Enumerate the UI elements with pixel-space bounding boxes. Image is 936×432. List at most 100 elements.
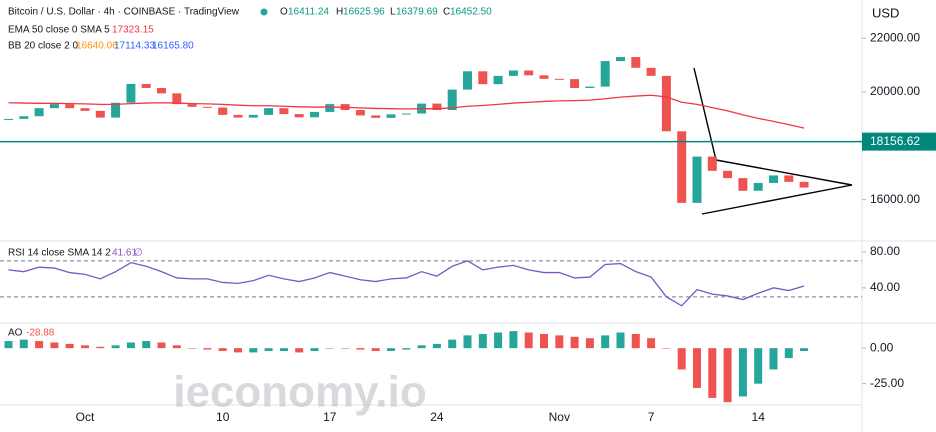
ao-bar — [295, 348, 304, 353]
ao-bar — [478, 333, 487, 349]
candle — [264, 108, 274, 115]
indicator-label: AO — [8, 328, 23, 339]
candle — [187, 104, 197, 107]
candle — [585, 86, 595, 88]
ao-bar — [524, 332, 533, 349]
ohlc-value: 16452.50 — [450, 7, 492, 18]
ohlc-label: L — [390, 7, 396, 18]
ao-bar — [784, 348, 793, 359]
x-tick-label: 10 — [216, 410, 230, 424]
ao-bar — [448, 339, 457, 349]
watermark: ieconomy.io — [173, 368, 426, 417]
candle — [539, 75, 549, 79]
x-tick-label: Nov — [549, 410, 570, 424]
ao-bar — [264, 348, 273, 351]
ao-bar — [494, 332, 503, 349]
candle — [447, 89, 457, 111]
ao-bar — [708, 348, 717, 398]
candle — [325, 104, 335, 112]
ohlc-value: 16625.96 — [343, 7, 385, 18]
ao-bar — [65, 343, 74, 349]
candle — [49, 104, 59, 109]
ao-bar — [800, 348, 809, 351]
ohlc-label: C — [443, 7, 450, 18]
ao-bar — [601, 335, 610, 349]
ao-bar — [234, 348, 242, 353]
ao-bar — [463, 335, 472, 349]
candle — [784, 175, 794, 182]
candle — [294, 114, 304, 118]
ao-bar — [35, 341, 44, 349]
indicator-value: -28.88 — [26, 328, 55, 339]
ao-bar — [402, 348, 411, 350]
candle — [355, 110, 365, 116]
ao-bar — [279, 348, 288, 351]
ao-bar — [387, 348, 395, 351]
y-tick-label: 16000.00 — [870, 192, 920, 206]
candle — [19, 116, 29, 119]
candle — [126, 83, 136, 103]
candle — [95, 110, 105, 118]
candle — [80, 108, 90, 111]
trend-triangle — [693, 67, 853, 215]
indicator-value: 17114.33 — [114, 41, 155, 52]
candle — [279, 108, 289, 115]
ao-bar — [585, 338, 594, 349]
candle — [646, 67, 656, 76]
ao-bar — [172, 345, 181, 349]
ao-bar — [203, 348, 212, 350]
ao-bar — [570, 336, 579, 349]
ao-bar — [142, 341, 151, 349]
ao-bar — [157, 342, 166, 349]
candle — [769, 175, 778, 183]
candle — [371, 115, 381, 118]
ao-bar — [4, 341, 13, 349]
x-tick-label: 24 — [430, 410, 444, 424]
ao-bar — [723, 348, 732, 403]
ohlc-label: O — [280, 7, 288, 18]
candle — [34, 108, 44, 117]
price-label: 18156.62 — [870, 134, 920, 148]
candle — [799, 181, 809, 188]
candle — [386, 114, 396, 118]
candle — [554, 78, 564, 80]
candle — [172, 93, 182, 105]
candle — [478, 71, 488, 85]
ao-bar — [249, 348, 258, 353]
candle — [723, 170, 733, 179]
price-label-bg — [862, 132, 936, 151]
indicator-label: RSI 14 close SMA 14 2 — [8, 248, 111, 259]
ao-bar — [218, 348, 227, 351]
candle — [677, 131, 687, 203]
ao-bar — [555, 335, 564, 349]
candle — [707, 156, 717, 171]
candle — [692, 156, 702, 203]
candle — [463, 71, 472, 90]
candle — [753, 182, 763, 191]
symbol-title: Bitcoin / U.S. Dollar · 4h · COINBASE · … — [8, 7, 240, 18]
ao-bar — [647, 338, 656, 349]
candle — [218, 107, 228, 115]
ao-bar — [662, 348, 671, 349]
status-dot — [260, 8, 268, 16]
y-tick-label: 0.00 — [870, 340, 894, 354]
currency-label[interactable]: USD — [872, 5, 899, 20]
ao-bar — [50, 342, 59, 349]
trend-line — [715, 159, 853, 186]
ao-bar — [19, 339, 28, 349]
ao-bar — [188, 348, 197, 349]
indicator-label: BB 20 close 2 0 — [8, 41, 78, 52]
candle — [111, 102, 121, 118]
candle — [233, 114, 243, 118]
y-tick-label: 20000.00 — [870, 84, 920, 98]
trend-line — [701, 184, 853, 215]
x-tick-label: 14 — [752, 410, 766, 424]
candle — [570, 79, 580, 88]
ao-bar — [371, 348, 380, 351]
ao-bar — [677, 348, 686, 370]
ohlc-value: 16379.69 — [396, 7, 438, 18]
candle — [4, 118, 13, 120]
indicator-value: 17323.15 — [112, 25, 154, 36]
ao-bar — [509, 331, 518, 349]
